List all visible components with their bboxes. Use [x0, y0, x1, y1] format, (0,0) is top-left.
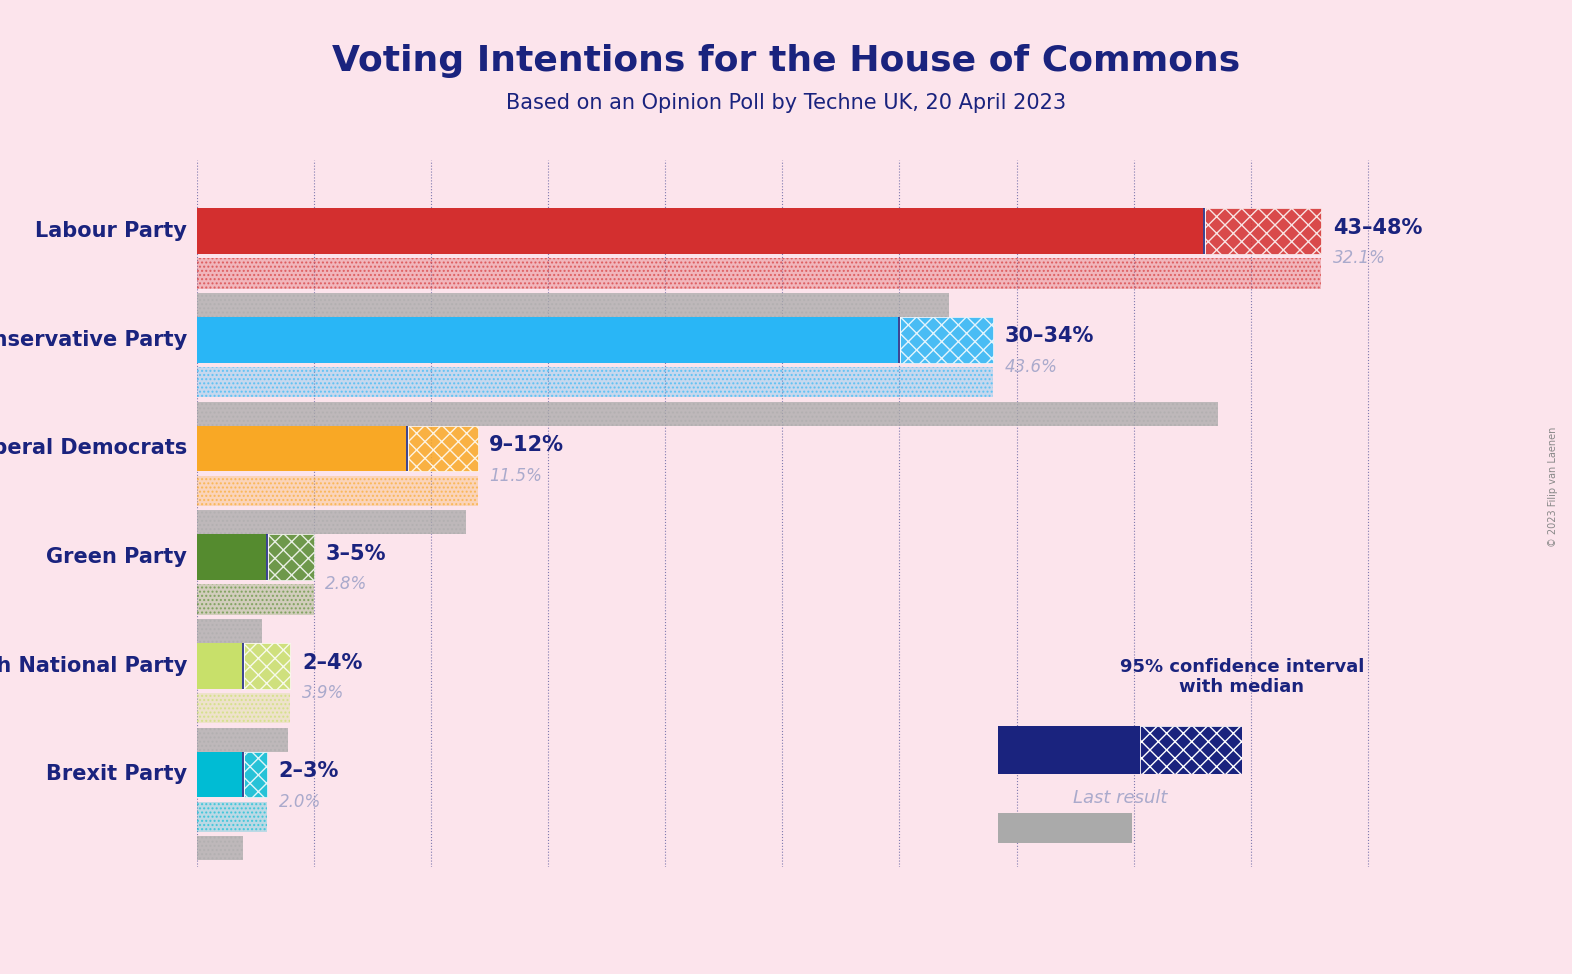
Text: 2.0%: 2.0% [278, 793, 321, 810]
Text: Last result: Last result [1072, 789, 1168, 806]
Bar [1140, 726, 1242, 774]
Bar [196, 367, 994, 397]
Bar [196, 258, 1320, 288]
Bar [196, 693, 291, 724]
Bar [267, 535, 314, 580]
Text: Based on an Opinion Poll by Techne UK, 20 April 2023: Based on an Opinion Poll by Techne UK, 2… [506, 93, 1066, 113]
Bar [196, 802, 267, 832]
Bar [196, 401, 1218, 426]
Bar [196, 584, 314, 615]
Text: Conservative Party: Conservative Party [0, 330, 187, 350]
Text: 2–4%: 2–4% [302, 653, 362, 672]
Bar [899, 317, 994, 362]
Text: 2–3%: 2–3% [278, 762, 340, 781]
Bar [196, 475, 478, 506]
Text: 2.8%: 2.8% [325, 576, 368, 593]
Bar [196, 693, 291, 724]
Bar [244, 643, 291, 689]
Text: Brexit Party: Brexit Party [46, 765, 187, 784]
Bar [998, 726, 1140, 774]
Bar [196, 837, 244, 860]
Bar [196, 510, 465, 535]
Bar [196, 367, 994, 397]
Bar [196, 752, 244, 798]
Text: Green Party: Green Party [46, 547, 187, 567]
Text: Voting Intentions for the House of Commons: Voting Intentions for the House of Commo… [332, 44, 1240, 78]
Bar [196, 475, 478, 506]
Bar [196, 619, 263, 643]
Bar [196, 510, 465, 535]
Bar [196, 837, 244, 860]
Text: © 2023 Filip van Laenen: © 2023 Filip van Laenen [1548, 427, 1558, 547]
Bar [196, 728, 288, 752]
Bar [244, 752, 267, 798]
Text: 43.6%: 43.6% [1005, 357, 1058, 376]
Bar [196, 293, 948, 317]
Bar [196, 426, 407, 471]
Text: 3–5%: 3–5% [325, 543, 385, 564]
Text: 95% confidence interval
with median: 95% confidence interval with median [1119, 657, 1364, 696]
Text: 32.1%: 32.1% [1333, 249, 1385, 267]
Text: 11.5%: 11.5% [489, 467, 542, 485]
Bar [196, 728, 288, 752]
Text: 43–48%: 43–48% [1333, 218, 1423, 238]
Bar [196, 643, 244, 689]
Bar [196, 258, 1320, 288]
Bar [1204, 208, 1320, 254]
Bar [196, 535, 267, 580]
Bar [196, 401, 1218, 426]
Text: 30–34%: 30–34% [1005, 326, 1094, 347]
Bar [196, 619, 263, 643]
Bar [407, 426, 478, 471]
Text: 9–12%: 9–12% [489, 435, 564, 455]
Text: Labour Party: Labour Party [35, 221, 187, 241]
Bar [196, 208, 1204, 254]
Bar [196, 293, 948, 317]
Bar [196, 317, 899, 362]
Text: Liberal Democrats: Liberal Democrats [0, 438, 187, 459]
Bar [196, 584, 314, 615]
Text: Scottish National Party: Scottish National Party [0, 656, 187, 676]
Text: 3.9%: 3.9% [302, 684, 344, 702]
Bar [196, 802, 267, 832]
